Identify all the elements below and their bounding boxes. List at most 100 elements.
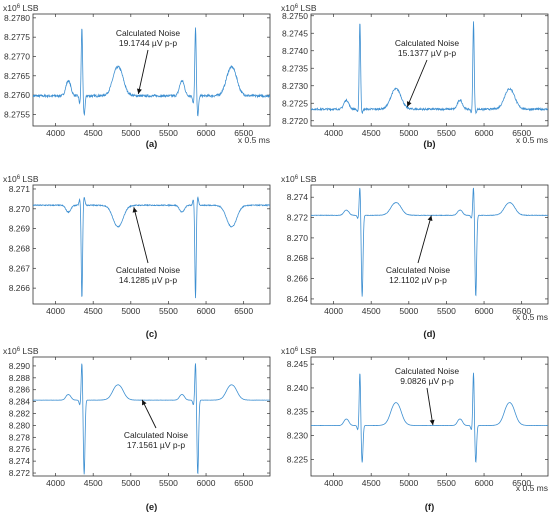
y-tick-label: 8.266	[287, 274, 309, 284]
x-tick-label: 4500	[84, 306, 103, 316]
chart-panel-1: 4000 4500 5000 5500 6000 6500 8.2755 8.2760 8.27…	[3, 3, 271, 150]
x-tick-label: 6500	[234, 128, 253, 138]
annotation-title: Calculated Noise	[124, 430, 189, 440]
y-tick-label: 8.282	[9, 409, 31, 419]
x-tick-label: 6500	[234, 478, 253, 488]
x-tick-label: 6500	[512, 478, 531, 488]
plot-frame	[32, 356, 271, 477]
plot-frame	[32, 13, 271, 127]
chart-panel-4: 4000 4500 5000 5500 6000 6500 8.264 8.266 8.268 8…	[281, 174, 549, 340]
x-tick-label: 4500	[84, 128, 103, 138]
y-tick-label: 8.272	[9, 468, 31, 478]
y-tick-label: 8.2740	[282, 46, 308, 56]
y-tick-label: 8.274	[287, 192, 309, 202]
x-tick-label: 5500	[437, 128, 456, 138]
x-tick-label: 5000	[399, 478, 418, 488]
y-tick-label: 8.271	[9, 184, 31, 194]
x-tick-label: 6500	[234, 306, 253, 316]
annotation-arrow	[406, 59, 428, 107]
panel-label: (c)	[146, 329, 158, 340]
y-tick-label: 8.2720	[282, 116, 308, 126]
x-tick-label: 6000	[475, 306, 494, 316]
y-unit-label: x106 LSB	[281, 174, 317, 184]
x-tick-label: 4000	[46, 478, 65, 488]
y-tick-label: 8.270	[9, 204, 31, 214]
y-tick-label: 8.274	[9, 456, 31, 466]
x-tick-label: 6000	[197, 128, 216, 138]
y-tick-label: 8.288	[9, 373, 31, 383]
x-tick-label: 5000	[121, 128, 140, 138]
y-tick-label: 8.264	[287, 294, 309, 304]
annotation-title: Calculated Noise	[395, 38, 460, 48]
y-tick-label: 8.272	[287, 213, 309, 223]
chart-panel-3: 4000 4500 5000 5500 6000 6500 8.266 8.267 8.268 8…	[3, 174, 271, 340]
y-tick-label: 8.290	[9, 361, 31, 371]
x-axis-label: x 0.5 ms	[516, 312, 548, 322]
annotation-value: 12.1102 µV p-p	[389, 275, 447, 285]
annotation-value: 14.1285 µV p-p	[119, 275, 178, 285]
x-tick-label: 5500	[437, 478, 456, 488]
y-tick-label: 8.278	[9, 432, 31, 442]
y-tick-label: 8.276	[9, 444, 31, 454]
y-tick-label: 8.267	[9, 263, 31, 273]
annotation-value: 9.0826 µV p-p	[400, 376, 454, 386]
signal-trace	[311, 187, 548, 297]
annotation-arrow	[417, 215, 432, 264]
x-tick-label: 4000	[324, 306, 343, 316]
annotation-title: Calculated Noise	[395, 366, 460, 376]
annotation-value: 19.1744 µV p-p	[119, 38, 178, 48]
x-tick-label: 4500	[84, 478, 103, 488]
y-unit-label: x106 LSB	[281, 346, 317, 356]
x-tick-label: 5000	[121, 306, 140, 316]
annotation-title: Calculated Noise	[386, 265, 451, 275]
annotation-arrow	[141, 399, 157, 429]
x-tick-label: 6000	[475, 478, 494, 488]
annotation-arrowhead	[427, 215, 433, 222]
chart-panel-2: 4000 4500 5000 5500 6000 6500 8.2720 8.2725 8.27…	[281, 3, 549, 150]
y-tick-label: 8.2765	[4, 71, 30, 81]
annotation-arrowhead	[132, 207, 138, 213]
x-tick-label: 4000	[324, 478, 343, 488]
y-tick-label: 8.286	[9, 385, 31, 395]
x-tick-label: 5500	[159, 306, 178, 316]
x-tick-label: 4500	[362, 478, 381, 488]
plot-frame	[310, 13, 549, 127]
y-tick-label: 8.2750	[282, 11, 308, 21]
y-tick-label: 8.268	[9, 243, 31, 253]
y-tick-label: 8.2725	[282, 98, 308, 108]
panel-label: (e)	[146, 502, 158, 513]
annotation-arrowhead	[429, 419, 435, 426]
signal-trace	[33, 196, 270, 299]
panel-label: (a)	[146, 139, 158, 150]
y-tick-label: 8.2760	[4, 90, 30, 100]
annotation-arrow	[133, 207, 149, 264]
y-tick-label: 8.2745	[282, 28, 308, 38]
annotation-arrow	[426, 387, 434, 426]
x-axis-label: x 0.5 ms	[516, 483, 548, 493]
y-tick-label: 8.2770	[4, 51, 30, 61]
y-tick-label: 8.2780	[4, 13, 30, 23]
x-tick-label: 5000	[399, 306, 418, 316]
annotation-value: 15.1377 µV p-p	[398, 48, 457, 58]
signal-trace	[33, 27, 270, 117]
panel-label: (d)	[423, 329, 435, 340]
annotation-arrowhead	[136, 88, 142, 94]
y-tick-label: 8.270	[287, 233, 309, 243]
x-tick-label: 6000	[197, 478, 216, 488]
y-tick-label: 8.2775	[4, 32, 30, 42]
x-tick-label: 5500	[437, 306, 456, 316]
y-tick-label: 8.245	[287, 359, 309, 369]
plot-frame	[310, 356, 549, 477]
y-tick-label: 8.284	[9, 397, 31, 407]
y-unit-label: x106 LSB	[3, 3, 39, 13]
x-axis-label: x 0.5 ms	[516, 135, 548, 145]
annotation-title: Calculated Noise	[116, 28, 181, 38]
chart-panel-6: 4000 4500 5000 5500 6000 6500 8.225 8.230 8.235 8…	[281, 346, 549, 513]
annotation-arrow	[137, 49, 149, 95]
x-axis-label: x 0.5 ms	[238, 135, 270, 145]
panel-label: (b)	[423, 139, 435, 150]
y-tick-label: 8.268	[287, 253, 309, 263]
x-tick-label: 4000	[46, 128, 65, 138]
